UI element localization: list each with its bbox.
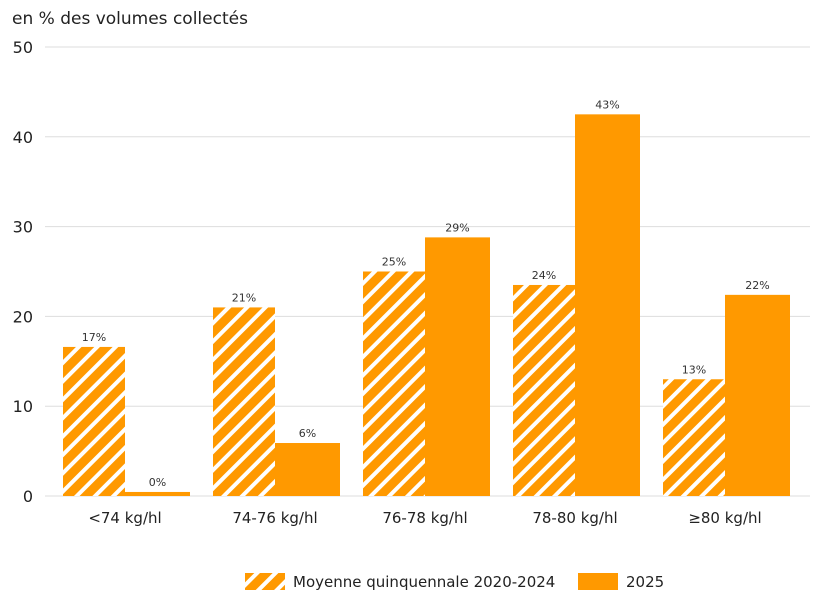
- x-tick-label: 74-76 kg/hl: [232, 509, 317, 527]
- bar-2025: [725, 294, 790, 496]
- bar-2025: [575, 114, 640, 496]
- y-tick-label: 30: [13, 218, 33, 237]
- legend-swatch: [245, 573, 285, 590]
- bar-moyenne: [363, 271, 425, 496]
- data-label: 21%: [232, 291, 256, 304]
- data-label: 43%: [595, 98, 619, 111]
- x-tick-label: 76-78 kg/hl: [382, 509, 467, 527]
- y-tick-label: 10: [13, 397, 33, 416]
- bar-moyenne: [513, 284, 575, 496]
- data-label: 17%: [82, 331, 106, 344]
- data-label: 13%: [682, 363, 706, 376]
- legend-label: Moyenne quinquennale 2020-2024: [293, 573, 555, 591]
- y-tick-label: 20: [13, 307, 33, 326]
- y-tick-label: 50: [13, 38, 33, 57]
- legend-label: 2025: [626, 573, 664, 591]
- data-label: 0%: [149, 476, 166, 489]
- legend-swatch: [578, 573, 618, 590]
- data-label: 29%: [445, 221, 469, 234]
- bar-2025: [275, 443, 340, 496]
- bar-moyenne: [63, 346, 125, 496]
- data-label: 6%: [299, 427, 316, 440]
- y-tick-label: 0: [23, 487, 33, 506]
- chart-subtitle: en % des volumes collectés: [12, 9, 248, 29]
- data-label: 22%: [745, 279, 769, 292]
- bar-moyenne: [213, 307, 275, 496]
- bar-moyenne: [663, 379, 725, 496]
- y-tick-label: 40: [13, 128, 33, 147]
- x-tick-label: ≥80 kg/hl: [688, 509, 761, 527]
- data-label: 25%: [382, 256, 406, 269]
- bar-2025: [125, 491, 190, 496]
- bar-2025: [425, 237, 490, 496]
- x-tick-label: 78-80 kg/hl: [532, 509, 617, 527]
- x-tick-label: <74 kg/hl: [88, 509, 161, 527]
- data-label: 24%: [532, 269, 556, 282]
